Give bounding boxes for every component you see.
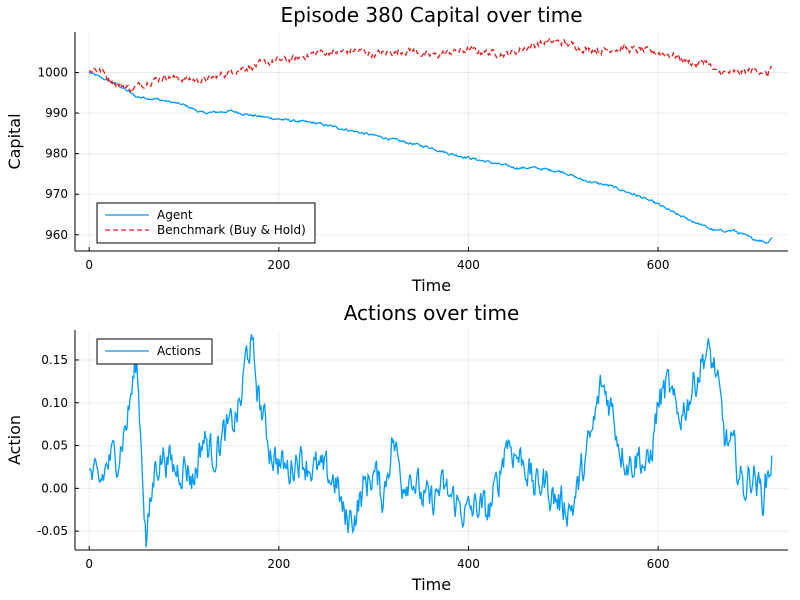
x-tick-label: 400 (457, 557, 480, 571)
legend-entry-label: Agent (157, 208, 193, 222)
y-tick-label: 0.15 (41, 353, 68, 367)
y-tick-label: 970 (45, 187, 68, 201)
y-tick-label: 960 (45, 228, 68, 242)
y-tick-label: 990 (45, 106, 68, 120)
legend-box (96, 202, 316, 244)
y-axis-label: Capital (5, 113, 24, 169)
capital-chart: 0 200 400 600 960 970 980 990 1000 Episode 380 Ca… (5, 3, 788, 295)
series-line-1 (88, 334, 773, 548)
x-axis-label: Time (411, 276, 451, 295)
chart-title: Episode 380 Capital over time (280, 3, 582, 27)
x-axis-label: Time (411, 575, 451, 594)
series-line-1 (88, 71, 773, 244)
legend-entry-label: Benchmark (Buy & Hold) (157, 223, 306, 237)
x-tick-label: 0 (85, 258, 93, 272)
x-tick-label: 0 (85, 557, 93, 571)
y-tick-label: 980 (45, 147, 68, 161)
actions-chart: 0 200 400 600 -0.05 0.00 0.05 0.10 0.15 Actions o… (5, 301, 788, 594)
x-tick-label: 400 (457, 258, 480, 272)
y-tick-label: 0.05 (41, 439, 68, 453)
x-tick-label: 600 (647, 557, 670, 571)
series-line-2 (88, 36, 772, 92)
legend-entry-label: Actions (157, 344, 201, 358)
y-tick-label: 1000 (37, 66, 68, 80)
y-tick-label: 0.00 (41, 481, 68, 495)
legend: Actions (96, 338, 213, 365)
y-tick-label: -0.05 (37, 524, 68, 538)
chart-title: Actions over time (344, 301, 520, 325)
y-tick-label: 0.10 (41, 396, 68, 410)
x-tick-label: 600 (647, 258, 670, 272)
x-tick-label: 200 (267, 258, 290, 272)
x-tick-label: 200 (267, 557, 290, 571)
y-axis-label: Action (5, 415, 24, 465)
